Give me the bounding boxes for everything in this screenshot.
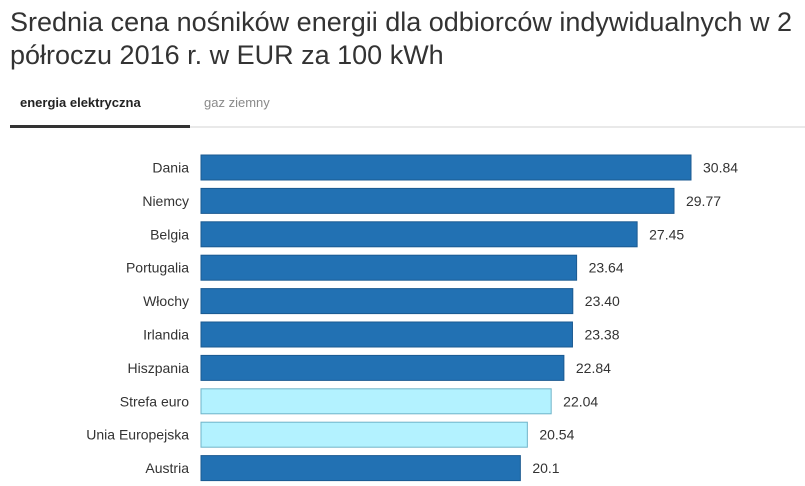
value-label-strefa-euro: 22.04 <box>563 393 598 409</box>
value-label-unia-europejska: 20.54 <box>539 427 574 443</box>
bar-chart: Dania 30.84 Niemcy 29.77 Belgia 27.45 Portugal… <box>86 154 738 482</box>
bar-portugalia[interactable] <box>200 254 578 281</box>
value-label-portugalia: 23.64 <box>589 260 624 276</box>
value-label-niemcy: 29.77 <box>686 193 721 209</box>
bar-belgia[interactable] <box>200 221 638 248</box>
category-label-portugalia: Portugalia <box>126 260 189 276</box>
value-label-irlandia: 23.38 <box>584 327 619 343</box>
tab-energia-elektryczna[interactable]: energia elektryczna <box>20 95 141 110</box>
value-label-wlochy: 23.40 <box>585 293 620 309</box>
category-label-dania: Dania <box>152 160 189 176</box>
active-tab-indicator <box>10 125 190 128</box>
category-label-irlandia: Irlandia <box>143 327 189 343</box>
bar-dania[interactable] <box>200 154 692 181</box>
category-label-niemcy: Niemcy <box>142 193 189 209</box>
category-label-hiszpania: Hiszpania <box>128 360 190 376</box>
tab-bar: energia elektryczna gaz ziemny <box>10 88 805 128</box>
chart-title: Srednia cena nośników energii dla odbior… <box>10 7 792 70</box>
tab-gaz-ziemny[interactable]: gaz ziemny <box>204 95 270 110</box>
value-label-dania: 30.84 <box>703 160 738 176</box>
category-label-unia-europejska: Unia Europejska <box>86 427 189 443</box>
value-label-belgia: 27.45 <box>649 226 684 242</box>
category-label-austria: Austria <box>145 460 189 476</box>
bar-niemcy[interactable] <box>200 187 675 214</box>
category-label-belgia: Belgia <box>150 226 189 242</box>
bar-hiszpania[interactable] <box>200 354 565 381</box>
bar-wlochy[interactable] <box>200 288 574 315</box>
bar-irlandia[interactable] <box>200 321 573 348</box>
category-label-strefa-euro: Strefa euro <box>120 393 189 409</box>
value-label-hiszpania: 22.84 <box>576 360 611 376</box>
bar-unia-europejska[interactable] <box>200 421 528 448</box>
category-label-wlochy: Włochy <box>143 293 189 309</box>
bar-austria[interactable] <box>200 455 521 482</box>
value-label-austria: 20.1 <box>532 460 559 476</box>
bar-strefa-euro[interactable] <box>200 388 552 415</box>
